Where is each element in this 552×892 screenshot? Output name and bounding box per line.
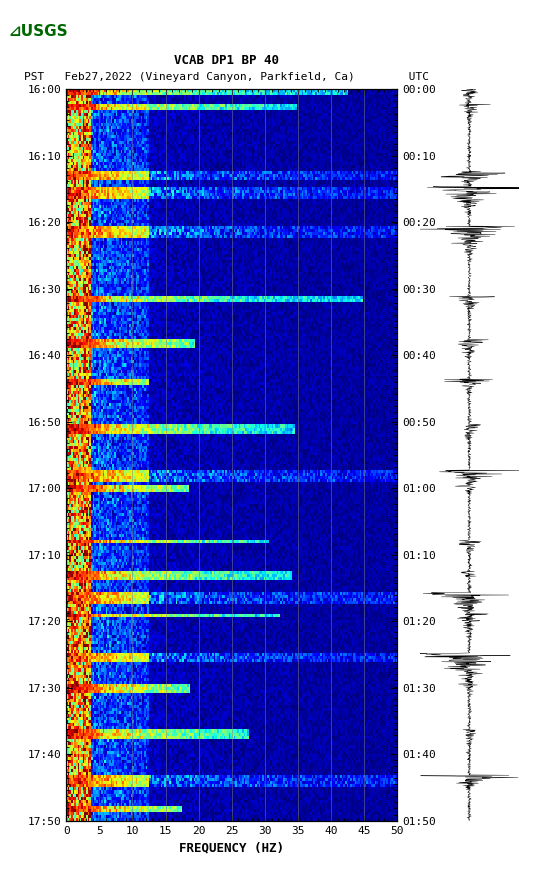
Text: VCAB DP1 BP 40: VCAB DP1 BP 40 [174, 54, 279, 67]
Text: ⊿USGS: ⊿USGS [9, 24, 68, 38]
Text: PST   Feb27,2022 (Vineyard Canyon, Parkfield, Ca)        UTC: PST Feb27,2022 (Vineyard Canyon, Parkfie… [24, 72, 429, 82]
X-axis label: FREQUENCY (HZ): FREQUENCY (HZ) [179, 841, 284, 854]
